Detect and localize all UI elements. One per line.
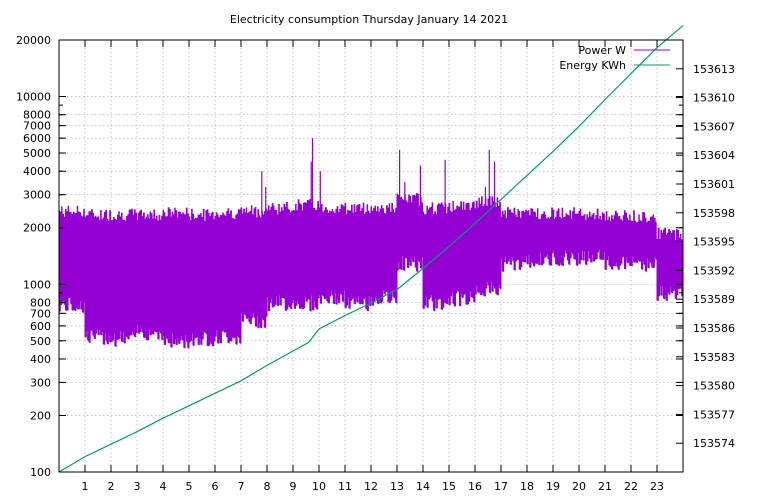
- y-tick-label: 5000: [23, 147, 51, 160]
- y2-tick-label: 153580: [693, 380, 735, 393]
- y2-tick-label: 153610: [693, 92, 735, 105]
- series-layer: [58, 25, 684, 473]
- y-tick-label: 7000: [23, 120, 51, 133]
- y-tick-label: 2000: [23, 222, 51, 235]
- y-tick-label: 20000: [16, 34, 51, 47]
- x-tick-label: 4: [160, 480, 167, 493]
- y-tick-label: 6000: [23, 132, 51, 145]
- y2-tick-label: 153589: [693, 293, 735, 306]
- x-tick-label: 23: [650, 480, 664, 493]
- y2-tick-label: 153613: [693, 63, 735, 76]
- y2-tick-label: 153577: [693, 408, 735, 421]
- y-tick-label: 200: [30, 409, 51, 422]
- y-tick-label: 400: [30, 353, 51, 366]
- x-tick-label: 18: [520, 480, 534, 493]
- x-tick-label: 21: [598, 480, 612, 493]
- x-tick-label: 12: [364, 480, 378, 493]
- power-series-line: [58, 193, 683, 349]
- y-tick-label: 10000: [16, 91, 51, 104]
- x-tick-label: 9: [290, 480, 297, 493]
- x-tick-label: 6: [212, 480, 219, 493]
- y-tick-label: 800: [30, 296, 51, 309]
- y-tick-label: 1000: [23, 278, 51, 291]
- y2-tick-label: 153607: [693, 120, 735, 133]
- y-tick-label: 300: [30, 376, 51, 389]
- y2-tick-label: 153604: [693, 149, 735, 162]
- y2-tick-label: 153598: [693, 207, 735, 220]
- y2-tick-label: 153592: [693, 264, 735, 277]
- chart-title: Electricity consumption Thursday January…: [230, 13, 508, 26]
- y-tick-label: 700: [30, 307, 51, 320]
- y-tick-label: 100: [30, 466, 51, 479]
- y2-tick-label: 153583: [693, 351, 735, 364]
- x-tick-label: 1: [82, 480, 89, 493]
- legend-label-energy: Energy KWh: [559, 59, 626, 72]
- x-tick-label: 5: [186, 480, 193, 493]
- y-tick-label: 4000: [23, 165, 51, 178]
- x-tick-label: 20: [572, 480, 586, 493]
- x-tick-label: 2: [108, 480, 115, 493]
- x-tick-label: 16: [468, 480, 482, 493]
- x-tick-label: 11: [338, 480, 352, 493]
- x-tick-label: 22: [624, 480, 638, 493]
- x-tick-label: 8: [264, 480, 271, 493]
- x-tick-label: 3: [134, 480, 141, 493]
- legend: Power W Energy KWh: [559, 44, 670, 72]
- x-tick-label: 14: [416, 480, 430, 493]
- y2-tick-label: 153601: [693, 178, 735, 191]
- y-tick-label: 3000: [23, 189, 51, 202]
- y2-tick-label: 153586: [693, 322, 735, 335]
- energy-series-line: [58, 25, 684, 473]
- y-tick-label: 8000: [23, 109, 51, 122]
- y2-axis: 153574 153577 153580 153583 153586 153589 1535…: [676, 63, 735, 450]
- y-tick-label: 500: [30, 335, 51, 348]
- y-tick-label: 600: [30, 320, 51, 333]
- x-tick-label: 13: [390, 480, 404, 493]
- x-axis: 1 2 3 4 5 6 7 8 9 10 11 12 13 14 15 16 17 18 19 20 21 22 23: [82, 40, 664, 493]
- y2-tick-label: 153574: [693, 437, 735, 450]
- x-tick-label: 10: [312, 480, 326, 493]
- x-tick-label: 7: [238, 480, 245, 493]
- y2-tick-label: 153595: [693, 236, 735, 249]
- legend-label-power: Power W: [578, 44, 626, 57]
- x-tick-label: 17: [494, 480, 508, 493]
- x-tick-label: 15: [442, 480, 456, 493]
- x-tick-label: 19: [546, 480, 560, 493]
